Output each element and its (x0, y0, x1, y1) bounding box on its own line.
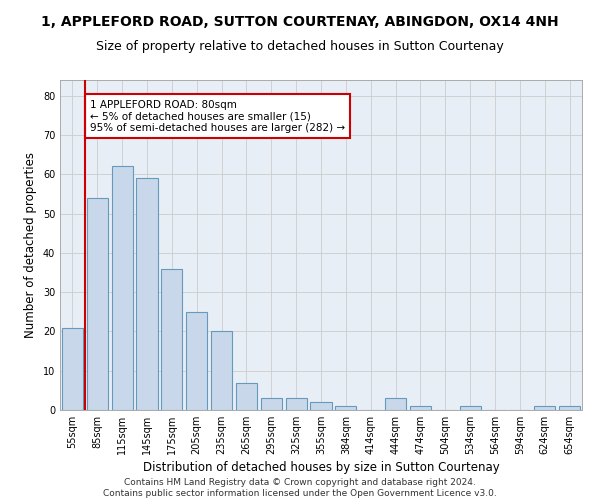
Bar (534, 406, 555, 410)
Bar (559, 406, 580, 410)
Bar (161, 268, 182, 410)
Bar (286, 398, 307, 410)
Text: 1, APPLEFORD ROAD, SUTTON COURTENAY, ABINGDON, OX14 4NH: 1, APPLEFORD ROAD, SUTTON COURTENAY, ABI… (41, 15, 559, 29)
Bar (186, 312, 207, 410)
Y-axis label: Number of detached properties: Number of detached properties (24, 152, 37, 338)
Bar (335, 406, 356, 410)
Bar (410, 406, 431, 410)
Text: Size of property relative to detached houses in Sutton Courtenay: Size of property relative to detached ho… (96, 40, 504, 53)
Bar (62, 328, 83, 410)
Bar (136, 178, 158, 410)
Bar (460, 406, 481, 410)
Bar (87, 198, 108, 410)
X-axis label: Distribution of detached houses by size in Sutton Courtenay: Distribution of detached houses by size … (143, 461, 499, 474)
Bar (236, 382, 257, 410)
Bar (112, 166, 133, 410)
Bar (385, 398, 406, 410)
Bar (261, 398, 282, 410)
Bar (310, 402, 332, 410)
Text: 1 APPLEFORD ROAD: 80sqm
← 5% of detached houses are smaller (15)
95% of semi-det: 1 APPLEFORD ROAD: 80sqm ← 5% of detached… (90, 100, 345, 133)
Text: Contains HM Land Registry data © Crown copyright and database right 2024.
Contai: Contains HM Land Registry data © Crown c… (103, 478, 497, 498)
Bar (211, 332, 232, 410)
